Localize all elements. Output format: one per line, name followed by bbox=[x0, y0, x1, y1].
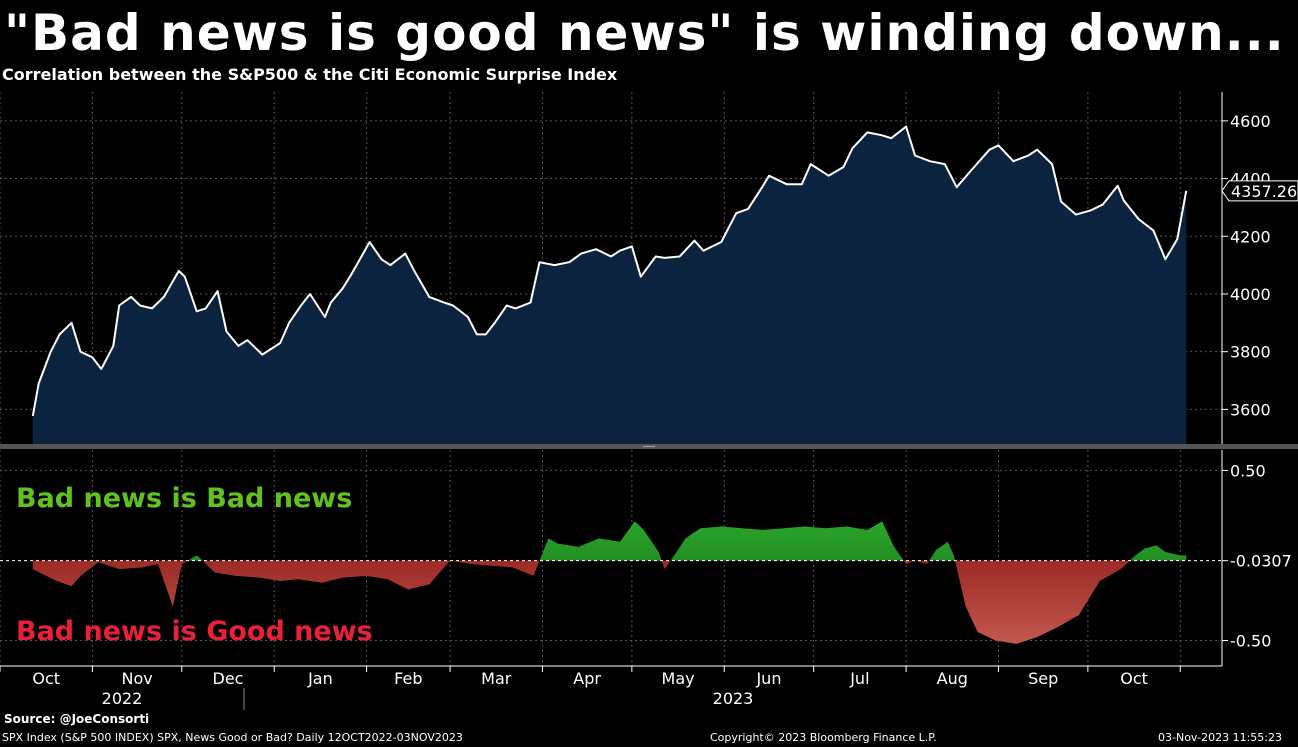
x-tick-label: Feb bbox=[394, 669, 422, 688]
source-label: Source: @JoeConsorti bbox=[4, 712, 150, 726]
y-tick-label: 4600 bbox=[1230, 112, 1271, 131]
y-tick-label: 4000 bbox=[1230, 285, 1271, 304]
x-tick-label: Jan bbox=[307, 669, 333, 688]
footer-info: SPX Index (S&P 500 INDEX) SPX, News Good… bbox=[2, 731, 463, 744]
spx-line bbox=[31, 125, 1188, 417]
last-value-box bbox=[1221, 180, 1298, 202]
x-tick-label: Jun bbox=[755, 669, 781, 688]
correlation-negative-area bbox=[32, 560, 1130, 644]
x-tick-label: Dec bbox=[213, 669, 244, 688]
year-label: 2022 bbox=[102, 689, 143, 708]
y-tick-label: -0.50 bbox=[1230, 631, 1271, 650]
chart-title: "Bad news is good news" is winding down.… bbox=[4, 4, 1285, 62]
chart-subtitle: Correlation between the S&P500 & the Cit… bbox=[2, 65, 618, 84]
y-tick-label: 3800 bbox=[1230, 343, 1271, 362]
x-tick-label: Sep bbox=[1028, 669, 1058, 688]
year-label: 2023 bbox=[713, 689, 754, 708]
x-tick-label: Apr bbox=[573, 669, 601, 688]
last-value-label: 4357.26 bbox=[1231, 182, 1297, 201]
timestamp: 03-Nov-2023 11:55:23 bbox=[1158, 731, 1283, 744]
x-tick-label: Nov bbox=[121, 669, 152, 688]
x-tick-label: Oct bbox=[32, 669, 60, 688]
correlation-positive-area bbox=[32, 521, 1187, 561]
y-tick-label: 0.50 bbox=[1230, 461, 1266, 480]
y-tick-label: 3600 bbox=[1230, 400, 1271, 419]
x-tick-label: Mar bbox=[481, 669, 512, 688]
x-tick-label: Oct bbox=[1120, 669, 1148, 688]
x-tick-label: May bbox=[662, 669, 695, 688]
y-tick-label: 4200 bbox=[1230, 227, 1271, 246]
spx-area bbox=[32, 126, 1187, 444]
annotation-bad-is-bad: Bad news is Bad news bbox=[16, 483, 352, 514]
annotation-bad-is-good: Bad news is Good news bbox=[16, 616, 373, 647]
x-tick-label: Jul bbox=[849, 669, 869, 688]
reference-value-label: -0.0307 bbox=[1230, 552, 1292, 571]
x-tick-label: Aug bbox=[937, 669, 968, 688]
copyright: Copyright© 2023 Bloomberg Finance L.P. bbox=[710, 731, 937, 744]
